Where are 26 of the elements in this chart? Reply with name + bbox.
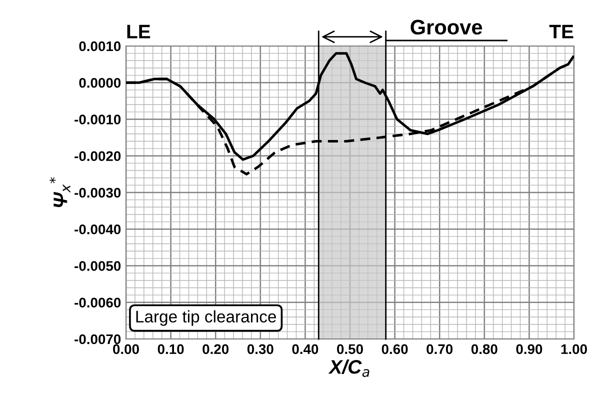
y-tick-label: -0.0040 bbox=[74, 224, 121, 234]
y-axis-title: Ψ$_{x}$$^{*}$ bbox=[50, 177, 70, 208]
x-tick-label: 0.70 bbox=[426, 344, 453, 354]
annotation: Large tip clearance bbox=[136, 310, 276, 326]
x-tick-label: 0.50 bbox=[337, 344, 363, 354]
text: LE bbox=[127, 24, 150, 38]
y-tick-label: 0.0010 bbox=[79, 41, 121, 52]
x-tick-label: 1.00 bbox=[561, 344, 587, 354]
x-tick-label: 0.00 bbox=[113, 344, 139, 354]
x-tick-label: 0.60 bbox=[382, 344, 408, 354]
y-tick-label: 0.0000 bbox=[79, 78, 121, 88]
x-axis-title: X/C$_{a}$ bbox=[328, 359, 370, 377]
y-tick-label: -0.0070 bbox=[74, 334, 121, 344]
x-tick-label: 0.20 bbox=[202, 344, 229, 354]
x-tick-label: 0.10 bbox=[158, 344, 184, 354]
x-tick-label: 0.90 bbox=[516, 344, 542, 354]
y-tick-label: -0.0010 bbox=[74, 114, 121, 124]
y-tick-label: -0.0060 bbox=[74, 298, 121, 308]
y-tick-label: -0.0020 bbox=[74, 151, 121, 162]
x-tick-label: 0.30 bbox=[247, 344, 274, 354]
y-tick-label: -0.0050 bbox=[74, 261, 121, 271]
x-tick-label: 0.40 bbox=[292, 344, 318, 354]
band-label: Groove bbox=[410, 20, 482, 35]
x-tick-label: 0.80 bbox=[471, 344, 498, 354]
y-tick-label: -0.0030 bbox=[74, 188, 121, 198]
text: TE bbox=[549, 24, 574, 38]
